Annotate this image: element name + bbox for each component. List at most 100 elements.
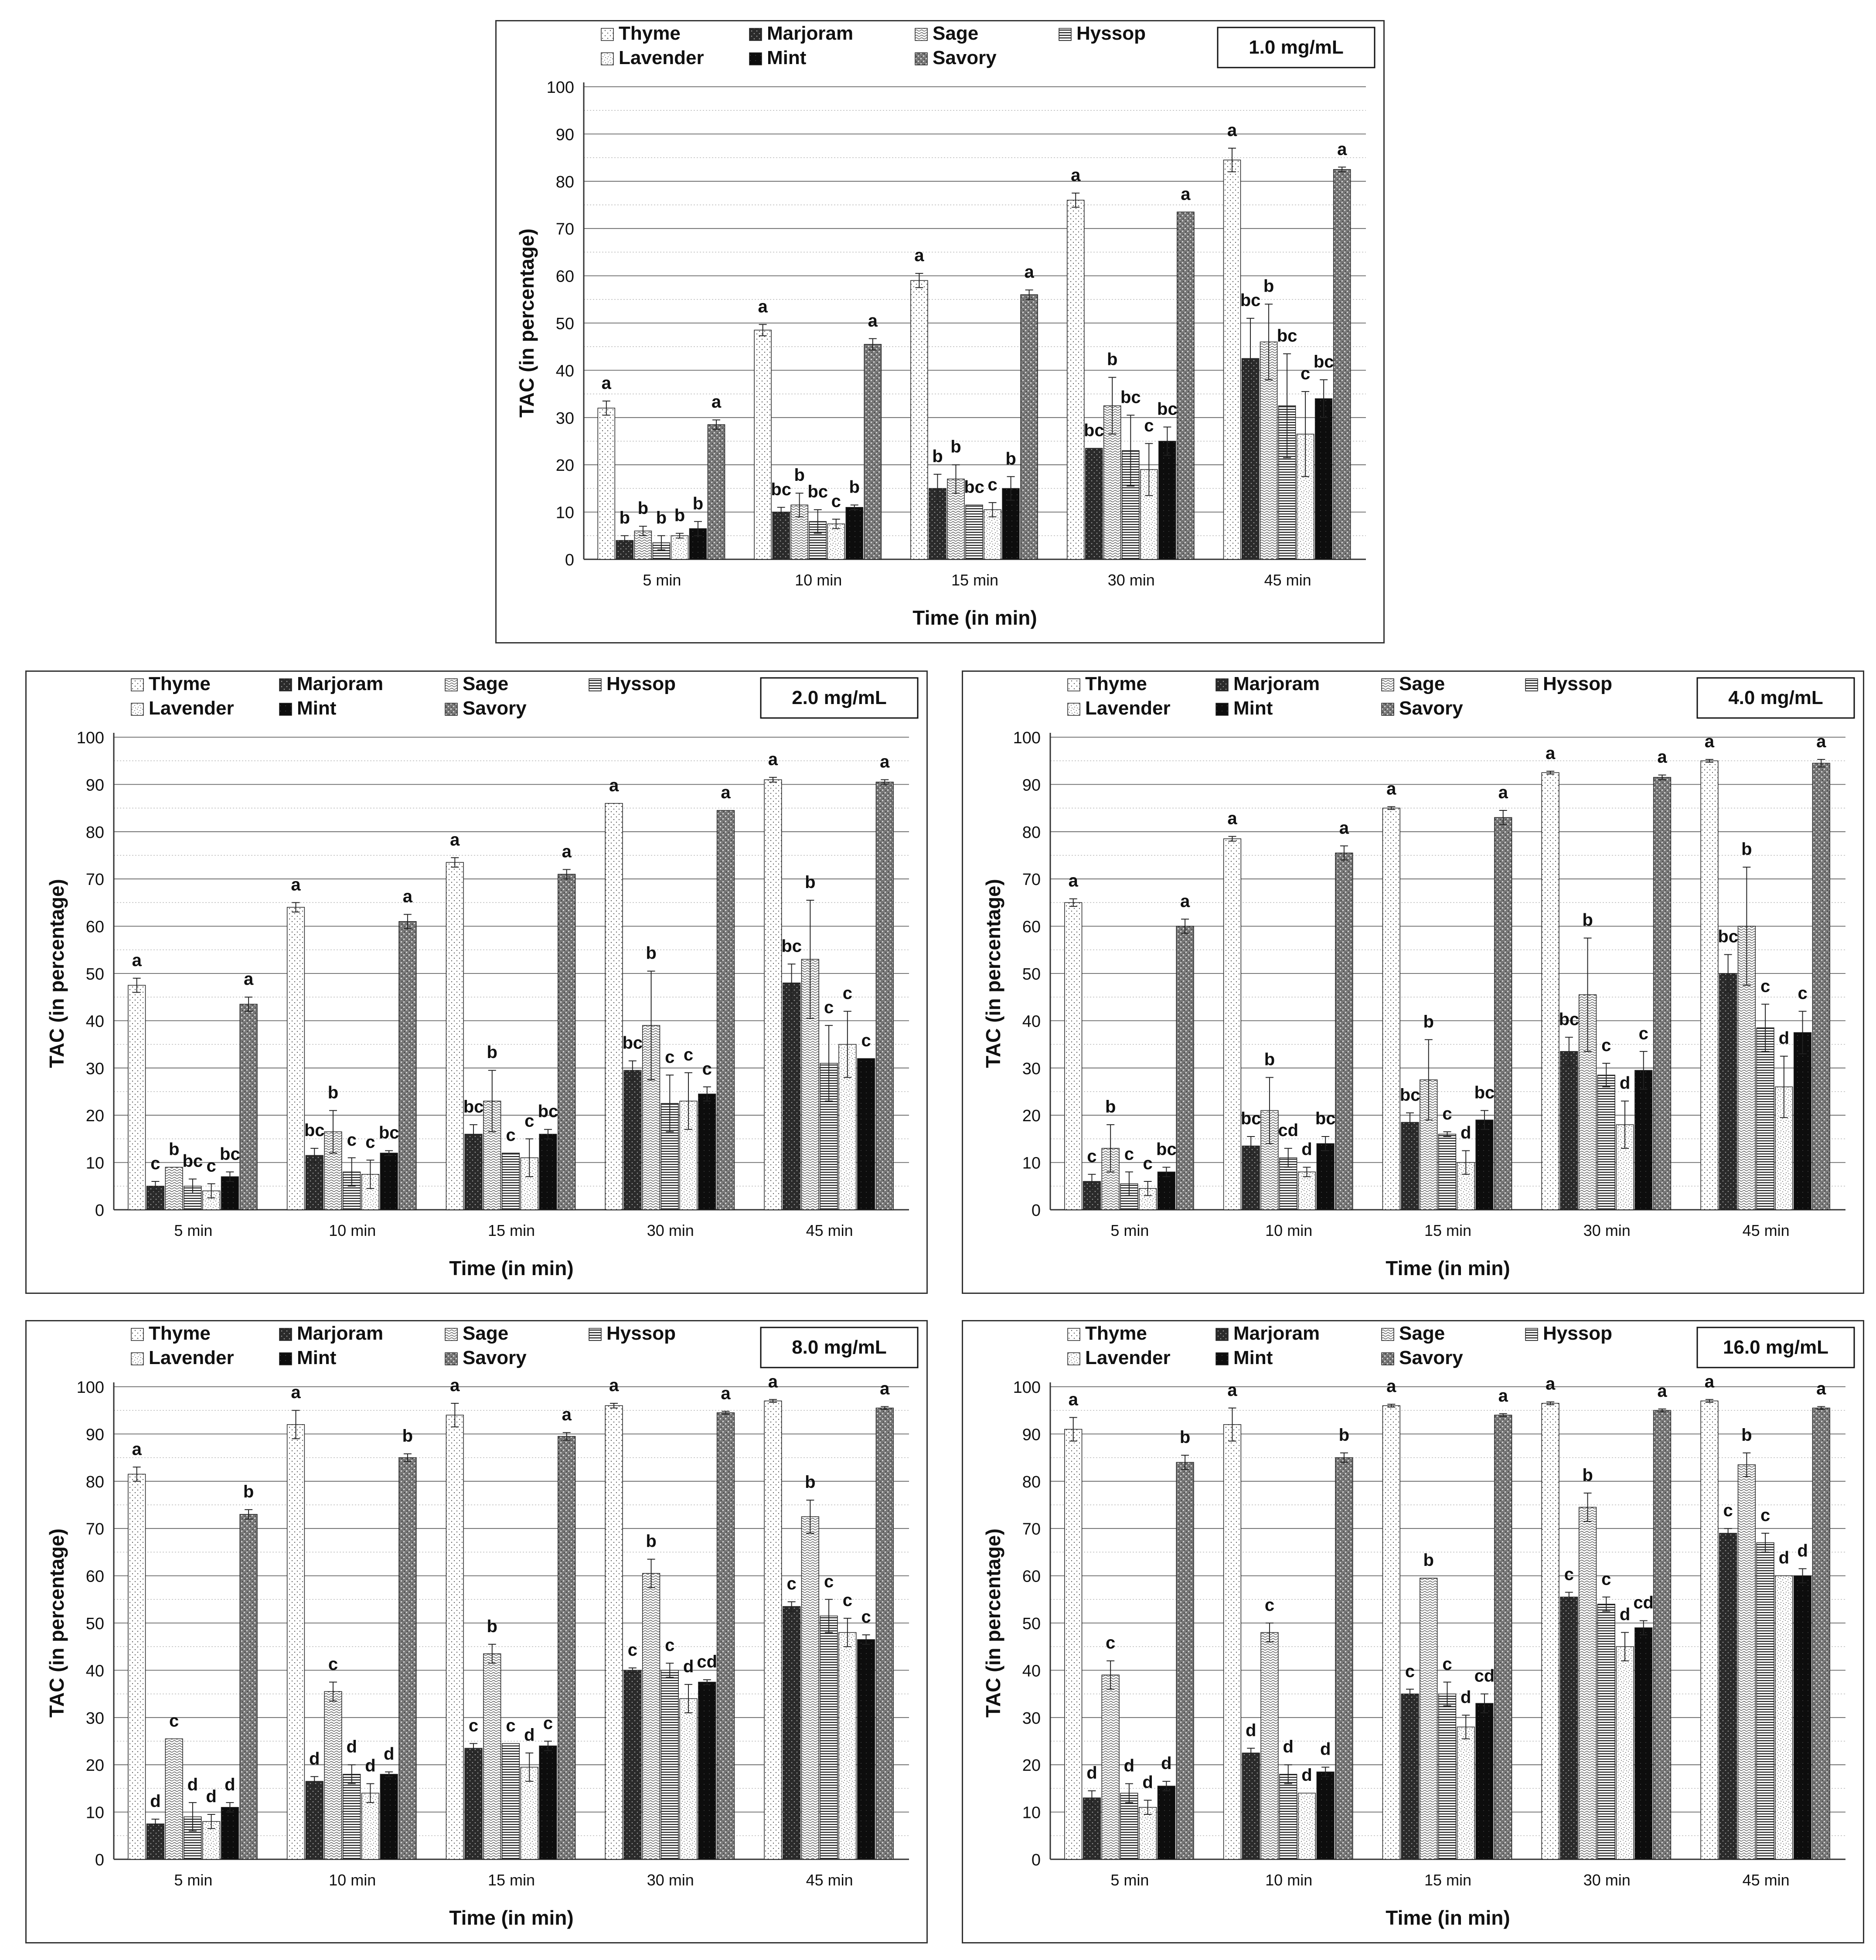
bar-thyme-30-min: [1541, 1403, 1559, 1860]
y-tick-label: 70: [86, 1520, 104, 1538]
bar-mint-45-min: [1793, 1032, 1812, 1210]
significance-label: a: [450, 830, 460, 849]
legend-label-hyssop: Hyssop: [1543, 673, 1612, 694]
significance-label: a: [1498, 1386, 1508, 1405]
significance-label: b: [487, 1617, 497, 1636]
y-tick-label: 80: [86, 823, 104, 842]
bar-sage-5-min: [165, 1738, 183, 1860]
x-axis-label: Time (in min): [449, 1257, 573, 1279]
bar-thyme-5-min: [128, 985, 146, 1210]
significance-label: b: [620, 508, 630, 527]
bar-lavender-5-min: [671, 535, 689, 560]
bar-thyme-15-min: [446, 862, 464, 1210]
legend-label-lavender: Lavender: [1085, 698, 1171, 719]
x-tick-label: 10 min: [1265, 1222, 1312, 1239]
legend-swatch-mint: [1215, 703, 1229, 716]
x-tick-label: 30 min: [647, 1871, 694, 1889]
chart-title: 8.0 mg/mL: [792, 1337, 887, 1358]
legend-label-sage: Sage: [463, 673, 508, 694]
bar-savory-5-min: [239, 1004, 258, 1210]
bar-thyme-15-min: [1382, 1405, 1400, 1860]
x-tick-label: 10 min: [795, 571, 842, 589]
significance-label: a: [1071, 166, 1081, 185]
significance-label: c: [861, 1607, 871, 1627]
bar-savory-30-min: [1653, 777, 1672, 1210]
bar-thyme-15-min: [910, 280, 928, 560]
bar-mint-15-min: [1475, 1703, 1494, 1860]
significance-label: a: [1337, 140, 1347, 159]
bar-marjoram-10-min: [1242, 1145, 1260, 1210]
y-tick-label: 20: [86, 1107, 104, 1125]
x-tick-label: 5 min: [174, 1871, 212, 1889]
y-tick-label: 20: [86, 1756, 104, 1775]
legend-swatch-savory: [915, 52, 928, 65]
significance-label: b: [1105, 1097, 1116, 1116]
y-tick-label: 50: [1022, 965, 1041, 983]
bar-hyssop-45-min: [820, 1615, 838, 1860]
significance-label: bc: [1084, 421, 1104, 440]
chart-svg: 0 10 20 30 40 50 60 70 80 90 100 TAC (in percentage…: [982, 1323, 1855, 1929]
bar-mint-30-min: [698, 1681, 716, 1860]
bar-marjoram-30-min: [1560, 1051, 1578, 1210]
significance-label: c: [524, 1111, 534, 1130]
bar-hyssop-5-min: [652, 542, 671, 560]
legend-swatch-lavender: [1067, 1352, 1080, 1365]
significance-label: a: [403, 887, 413, 906]
y-tick-label: 100: [77, 1378, 104, 1397]
bar-savory-5-min: [707, 424, 725, 560]
bar-thyme-10-min: [1223, 1424, 1242, 1860]
x-tick-label: 15 min: [1424, 1222, 1471, 1239]
bar-marjoram-15-min: [1401, 1122, 1419, 1210]
legend-swatch-mint: [279, 1352, 292, 1365]
bar-sage-45-min: [801, 1516, 819, 1860]
significance-label: d: [1620, 1074, 1630, 1093]
bar-savory-45-min: [875, 782, 894, 1210]
chart-panel-16-0-mg-ml: 0 10 20 30 40 50 60 70 80 90 100 TAC (in percentage…: [962, 1320, 1864, 1943]
y-tick-label: 0: [1032, 1201, 1041, 1220]
bar-lavender-15-min: [984, 509, 1001, 560]
significance-label: a: [880, 752, 890, 772]
legend-label-savory: Savory: [463, 698, 527, 719]
significance-label: bc: [622, 1034, 643, 1053]
x-tick-label: 10 min: [1265, 1871, 1312, 1889]
bar-mint-5-min: [1157, 1786, 1175, 1860]
significance-label: a: [1705, 732, 1715, 751]
significance-label: c: [987, 475, 997, 494]
significance-label: a: [602, 374, 612, 393]
legend-swatch-thyme: [1067, 1328, 1080, 1341]
bar-thyme-15-min: [446, 1415, 464, 1860]
legend-label-marjoram: Marjoram: [297, 1323, 383, 1344]
y-axis-label: TAC (in percentage): [982, 879, 1004, 1068]
bar-marjoram-10-min: [305, 1781, 323, 1860]
legend-label-hyssop: Hyssop: [1543, 1323, 1612, 1344]
significance-label: a: [1498, 783, 1508, 802]
significance-label: c: [824, 998, 834, 1017]
significance-label: c: [150, 1154, 160, 1173]
legend-swatch-thyme: [131, 678, 144, 691]
significance-label: c: [506, 1716, 515, 1735]
bar-lavender-5-min: [1139, 1807, 1157, 1860]
significance-label: c: [169, 1712, 179, 1731]
y-tick-label: 70: [556, 220, 574, 238]
bar-thyme-10-min: [754, 330, 772, 560]
bar-marjoram-10-min: [772, 511, 790, 560]
significance-label: b: [1339, 1426, 1349, 1445]
significance-label: bc: [771, 480, 791, 499]
bar-sage-15-min: [483, 1653, 501, 1860]
significance-label: d: [1283, 1737, 1293, 1756]
x-tick-label: 30 min: [647, 1222, 694, 1239]
bar-mint-45-min: [1314, 398, 1333, 560]
bar-hyssop-5-min: [184, 1186, 202, 1210]
legend-swatch-marjoram: [279, 1328, 292, 1341]
significance-label: c: [1124, 1144, 1134, 1164]
significance-label: b: [1107, 350, 1117, 369]
bar-hyssop-30-min: [1597, 1603, 1615, 1860]
y-tick-label: 60: [1022, 918, 1041, 936]
significance-label: a: [1069, 1390, 1079, 1409]
bar-marjoram-30-min: [1085, 448, 1103, 560]
bar-mint-45-min: [857, 1639, 875, 1860]
y-tick-label: 30: [1022, 1060, 1041, 1078]
x-tick-label: 5 min: [643, 571, 681, 589]
legend-label-lavender: Lavender: [619, 47, 704, 68]
chart-title: 16.0 mg/mL: [1723, 1337, 1828, 1358]
